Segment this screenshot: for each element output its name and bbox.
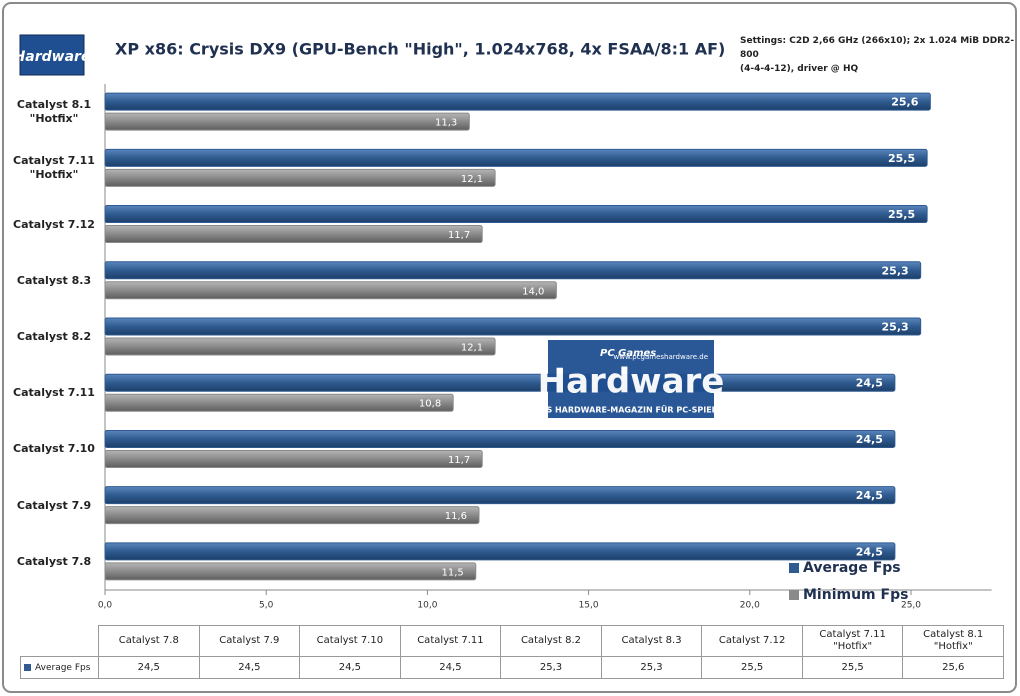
bar xyxy=(104,429,896,448)
bar xyxy=(104,205,928,224)
logo xyxy=(19,34,85,76)
value-label: 12,1 xyxy=(461,343,483,354)
table-header: Catalyst 7.11 xyxy=(399,625,502,657)
table-header: Catalyst 8.1 "Hotfix" xyxy=(902,625,1004,657)
value-label: 11,6 xyxy=(445,511,467,522)
table-corner xyxy=(20,625,99,657)
table-value: 25,3 xyxy=(500,656,602,679)
y-tick-label: Catalyst 8.1 "Hotfix" xyxy=(16,98,92,126)
table-header: Catalyst 7.12 xyxy=(701,625,803,657)
legend-swatch xyxy=(789,590,799,600)
logo-text: Hardware xyxy=(14,49,91,65)
value-label: 24,5 xyxy=(856,489,883,502)
table-header: Catalyst 7.9 xyxy=(198,625,301,657)
value-label: 12,1 xyxy=(461,174,483,185)
y-tick-label: Catalyst 7.8 xyxy=(16,554,92,568)
x-tick-label: 10,0 xyxy=(417,601,437,611)
x-tick-label: 5,0 xyxy=(259,601,274,611)
bar xyxy=(104,542,896,561)
bar xyxy=(104,373,896,392)
y-tick-label: Catalyst 8.2 xyxy=(16,330,92,343)
bar xyxy=(104,281,557,300)
value-label: 11,5 xyxy=(441,567,463,578)
value-label: 25,5 xyxy=(888,152,915,165)
bar xyxy=(104,112,470,131)
x-tick-label: 20,0 xyxy=(740,601,760,611)
x-tick-label: 15,0 xyxy=(579,601,599,611)
value-label: 25,3 xyxy=(882,264,909,277)
bar xyxy=(104,168,496,187)
table-swatch xyxy=(24,664,31,671)
value-label: 10,8 xyxy=(419,399,441,410)
bar xyxy=(104,225,483,244)
x-tick-label: 25,0 xyxy=(901,601,921,611)
bar xyxy=(104,562,477,581)
y-tick-label: Catalyst 7.11 xyxy=(13,386,95,400)
bar xyxy=(104,148,928,167)
watermark-url: www.pcgameshardware.de xyxy=(614,353,709,361)
legend-swatch xyxy=(789,563,799,573)
table-header: Catalyst 8.2 xyxy=(500,625,602,657)
table-value: 25,6 xyxy=(902,656,1004,679)
watermark-prefix: PC Games xyxy=(600,348,656,359)
value-label: 14,0 xyxy=(522,286,544,297)
bar xyxy=(104,337,496,356)
table-value: 25,3 xyxy=(600,656,703,679)
bar xyxy=(104,261,922,280)
legend-label: Minimum Fps xyxy=(803,587,908,603)
subtitle: Settings: C2D 2,66 GHz (266x10); 2x 1.02… xyxy=(740,36,1015,74)
table-value: 24,5 xyxy=(198,656,301,679)
value-label: 25,5 xyxy=(888,208,915,221)
bar xyxy=(104,92,931,111)
table-header: Catalyst 7.11 "Hotfix" xyxy=(801,625,904,657)
bar xyxy=(104,317,922,336)
y-tick-label: Catalyst 7.12 xyxy=(13,217,95,231)
value-label: 25,3 xyxy=(882,321,909,334)
bar xyxy=(104,449,483,468)
y-tick-label: Catalyst 8.3 xyxy=(16,273,92,287)
table-header: Catalyst 7.8 xyxy=(98,625,200,657)
table-value: 24,5 xyxy=(299,656,401,679)
watermark-brand: Hardware xyxy=(538,362,725,402)
y-tick-label: Catalyst 7.10 xyxy=(13,442,95,456)
value-label: 24,5 xyxy=(856,433,883,446)
watermark xyxy=(548,340,714,418)
table-value: 25,5 xyxy=(801,656,904,679)
bar xyxy=(104,506,480,525)
table-value: 25,5 xyxy=(701,656,803,679)
bar xyxy=(104,393,454,412)
value-label: 11,7 xyxy=(448,455,470,466)
x-tick-label: 0,0 xyxy=(98,601,113,611)
value-label: 24,5 xyxy=(856,545,883,558)
value-label: 24,5 xyxy=(856,377,883,390)
y-tick-label: Catalyst 7.11 "Hotfix" xyxy=(13,154,95,182)
value-label: 25,6 xyxy=(891,96,918,109)
table-value: 24,5 xyxy=(399,656,502,679)
table-header: Catalyst 8.3 xyxy=(600,625,703,657)
watermark-tagline: DAS HARDWARE-MAGAZIN FÜR PC-SPIELER xyxy=(534,405,729,415)
table-value: 24,5 xyxy=(98,656,200,679)
table-row-label: Average Fps xyxy=(20,656,99,679)
y-tick-label: Catalyst 7.9 xyxy=(16,498,92,512)
table-header: Catalyst 7.10 xyxy=(299,625,401,657)
chart-title: XP x86: Crysis DX9 (GPU-Bench "High", 1.… xyxy=(115,40,725,59)
legend-label: Average Fps xyxy=(803,560,901,576)
bar xyxy=(104,486,896,505)
value-label: 11,7 xyxy=(448,230,470,241)
value-label: 11,3 xyxy=(435,118,457,129)
